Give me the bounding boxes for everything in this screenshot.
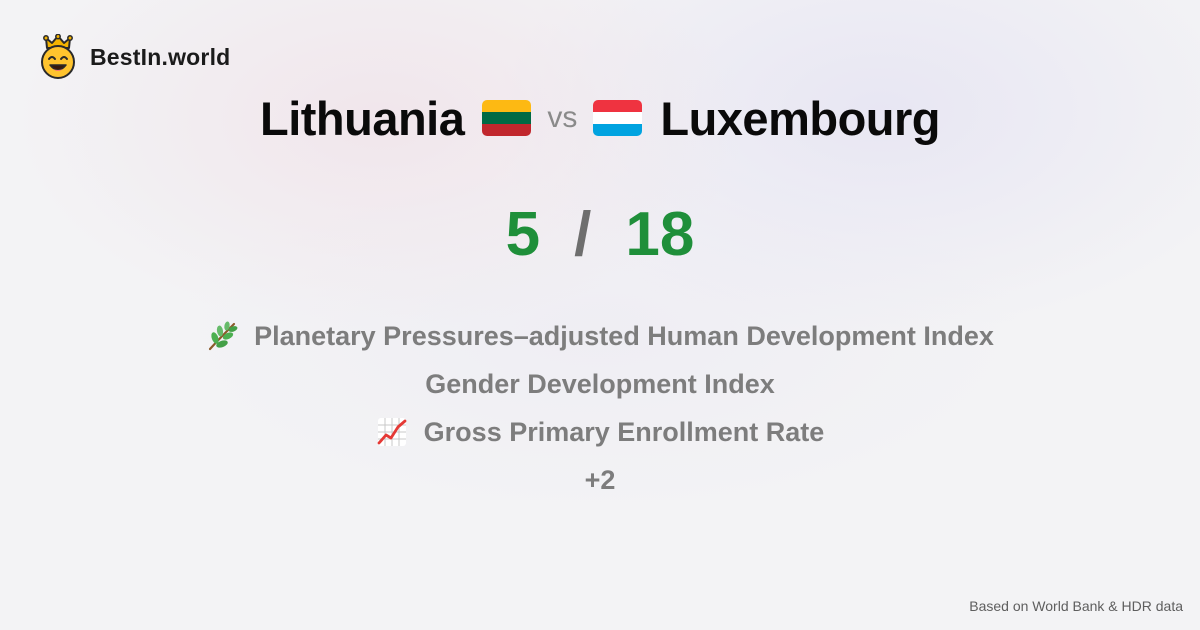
score-separator: /	[574, 199, 592, 269]
score: 5 / 18	[0, 196, 1200, 272]
metric-label: +2	[584, 464, 616, 495]
metric-item: Gender Development Index	[425, 360, 775, 408]
brand-name: BestIn.world	[90, 43, 231, 70]
metric-label: Planetary Pressures–adjusted Human Devel…	[254, 320, 994, 351]
country-b-name: Luxembourg	[660, 91, 940, 145]
herb-icon	[209, 321, 238, 351]
metric-item: Planetary Pressures–adjusted Human Devel…	[206, 312, 994, 360]
metric-item: Gross Primary Enrollment Rate	[376, 408, 825, 456]
lithuania-flag-icon	[482, 100, 532, 136]
score-left: 5	[505, 199, 541, 269]
metric-label: Gross Primary Enrollment Rate	[423, 416, 825, 447]
crown-smiley-icon	[41, 34, 75, 79]
score-right: 18	[625, 199, 695, 269]
data-source-note: Based on World Bank & HDR data	[969, 598, 1183, 614]
luxembourg-flag-icon	[593, 100, 643, 136]
metrics-list: Planetary Pressures–adjusted Human Devel…	[0, 312, 1200, 504]
metric-label: Gender Development Index	[425, 368, 775, 399]
vs-label: vs	[547, 101, 578, 134]
brand[interactable]: BestIn.world	[38, 34, 230, 80]
chart-increasing-icon	[377, 418, 407, 446]
more-metrics-count: +2	[585, 456, 616, 504]
country-a-name: Lithuania	[259, 91, 465, 145]
comparison-title: Lithuania vs Luxembourg	[0, 88, 1200, 148]
